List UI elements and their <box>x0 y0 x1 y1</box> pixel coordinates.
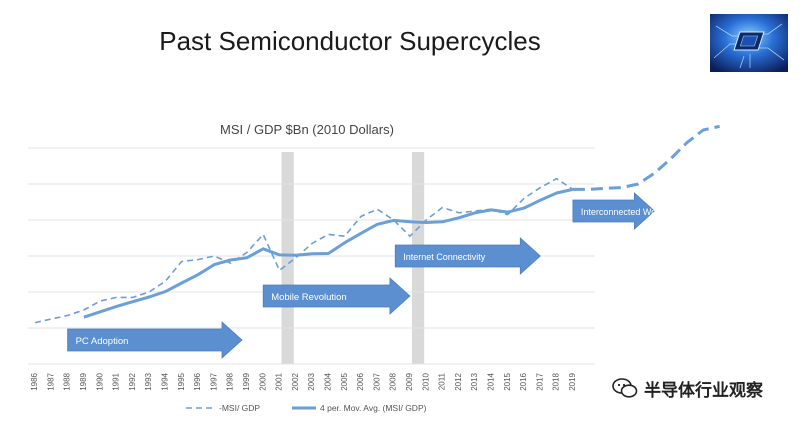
x-tick-label: 2017 <box>535 372 544 390</box>
x-tick-label: 1998 <box>226 372 235 390</box>
x-tick-label: 2000 <box>258 372 267 390</box>
x-tick-label: 1997 <box>209 372 218 390</box>
series-line <box>572 124 720 191</box>
x-tick-label: 2016 <box>519 372 528 390</box>
x-tick-label: 2006 <box>356 372 365 390</box>
wechat-icon <box>612 378 638 398</box>
watermark-label: 半导体行业观察 <box>644 380 763 401</box>
x-tick-label: 2008 <box>389 372 398 390</box>
x-tick-label: 1990 <box>95 372 104 390</box>
x-tick-label: 1988 <box>63 372 72 390</box>
x-tick-label: 2005 <box>340 372 349 390</box>
x-tick-label: 2001 <box>275 372 284 390</box>
x-tick-label: 2014 <box>487 372 496 390</box>
series-line <box>34 177 574 324</box>
x-tick-label: 2002 <box>291 372 300 390</box>
x-tick-label: 1986 <box>30 372 39 390</box>
x-tick-label: 2018 <box>552 372 561 390</box>
x-tick-label: 2004 <box>324 372 333 390</box>
x-tick-label: 2009 <box>405 372 414 390</box>
annotation-arrow: PC Adoption <box>67 321 243 359</box>
circuit-chip-image <box>710 14 788 72</box>
annotation-arrow: Mobile Revolution <box>262 277 411 315</box>
x-tick-label: 1987 <box>46 372 55 390</box>
x-tick-label: 1996 <box>193 372 202 390</box>
annotation-arrow: Interconnected World <box>572 192 666 230</box>
chart-title: MSI / GDP $Bn (2010 Dollars) <box>220 122 394 137</box>
annotation-label: Interconnected World <box>581 207 666 217</box>
annotation-label: PC Adoption <box>76 336 129 347</box>
x-tick-label: 2019 <box>568 372 577 390</box>
x-tick-label: 1992 <box>128 372 137 390</box>
recession-band <box>281 152 294 364</box>
x-tick-label: 2010 <box>421 372 430 390</box>
x-tick-label: 2011 <box>438 372 447 390</box>
x-tick-label: 1991 <box>112 372 121 390</box>
watermark: 半导体行业观察 <box>612 375 763 401</box>
x-tick-label: 2007 <box>372 372 381 390</box>
legend-label: 4 per. Mov. Avg. (MSI/ GDP) <box>320 403 427 413</box>
x-tick-label: 1994 <box>161 372 170 390</box>
x-tick-label: 1999 <box>242 372 251 390</box>
series-line <box>83 187 574 319</box>
x-tick-label: 2013 <box>470 372 479 390</box>
x-tick-label: 2003 <box>307 372 316 390</box>
x-tick-label: 2012 <box>454 372 463 390</box>
x-tick-label: 2015 <box>503 372 512 390</box>
x-tick-label: 1993 <box>144 372 153 390</box>
annotation-arrow: Internet Connectivity <box>394 237 541 275</box>
legend-label: -MSI/ GDP <box>219 403 260 413</box>
x-tick-label: 1995 <box>177 372 186 390</box>
annotation-label: Internet Connectivity <box>403 252 486 262</box>
slide-title: Past Semiconductor Supercycles <box>159 26 541 56</box>
x-tick-label: 1989 <box>79 372 88 390</box>
annotation-label: Mobile Revolution <box>271 292 347 303</box>
